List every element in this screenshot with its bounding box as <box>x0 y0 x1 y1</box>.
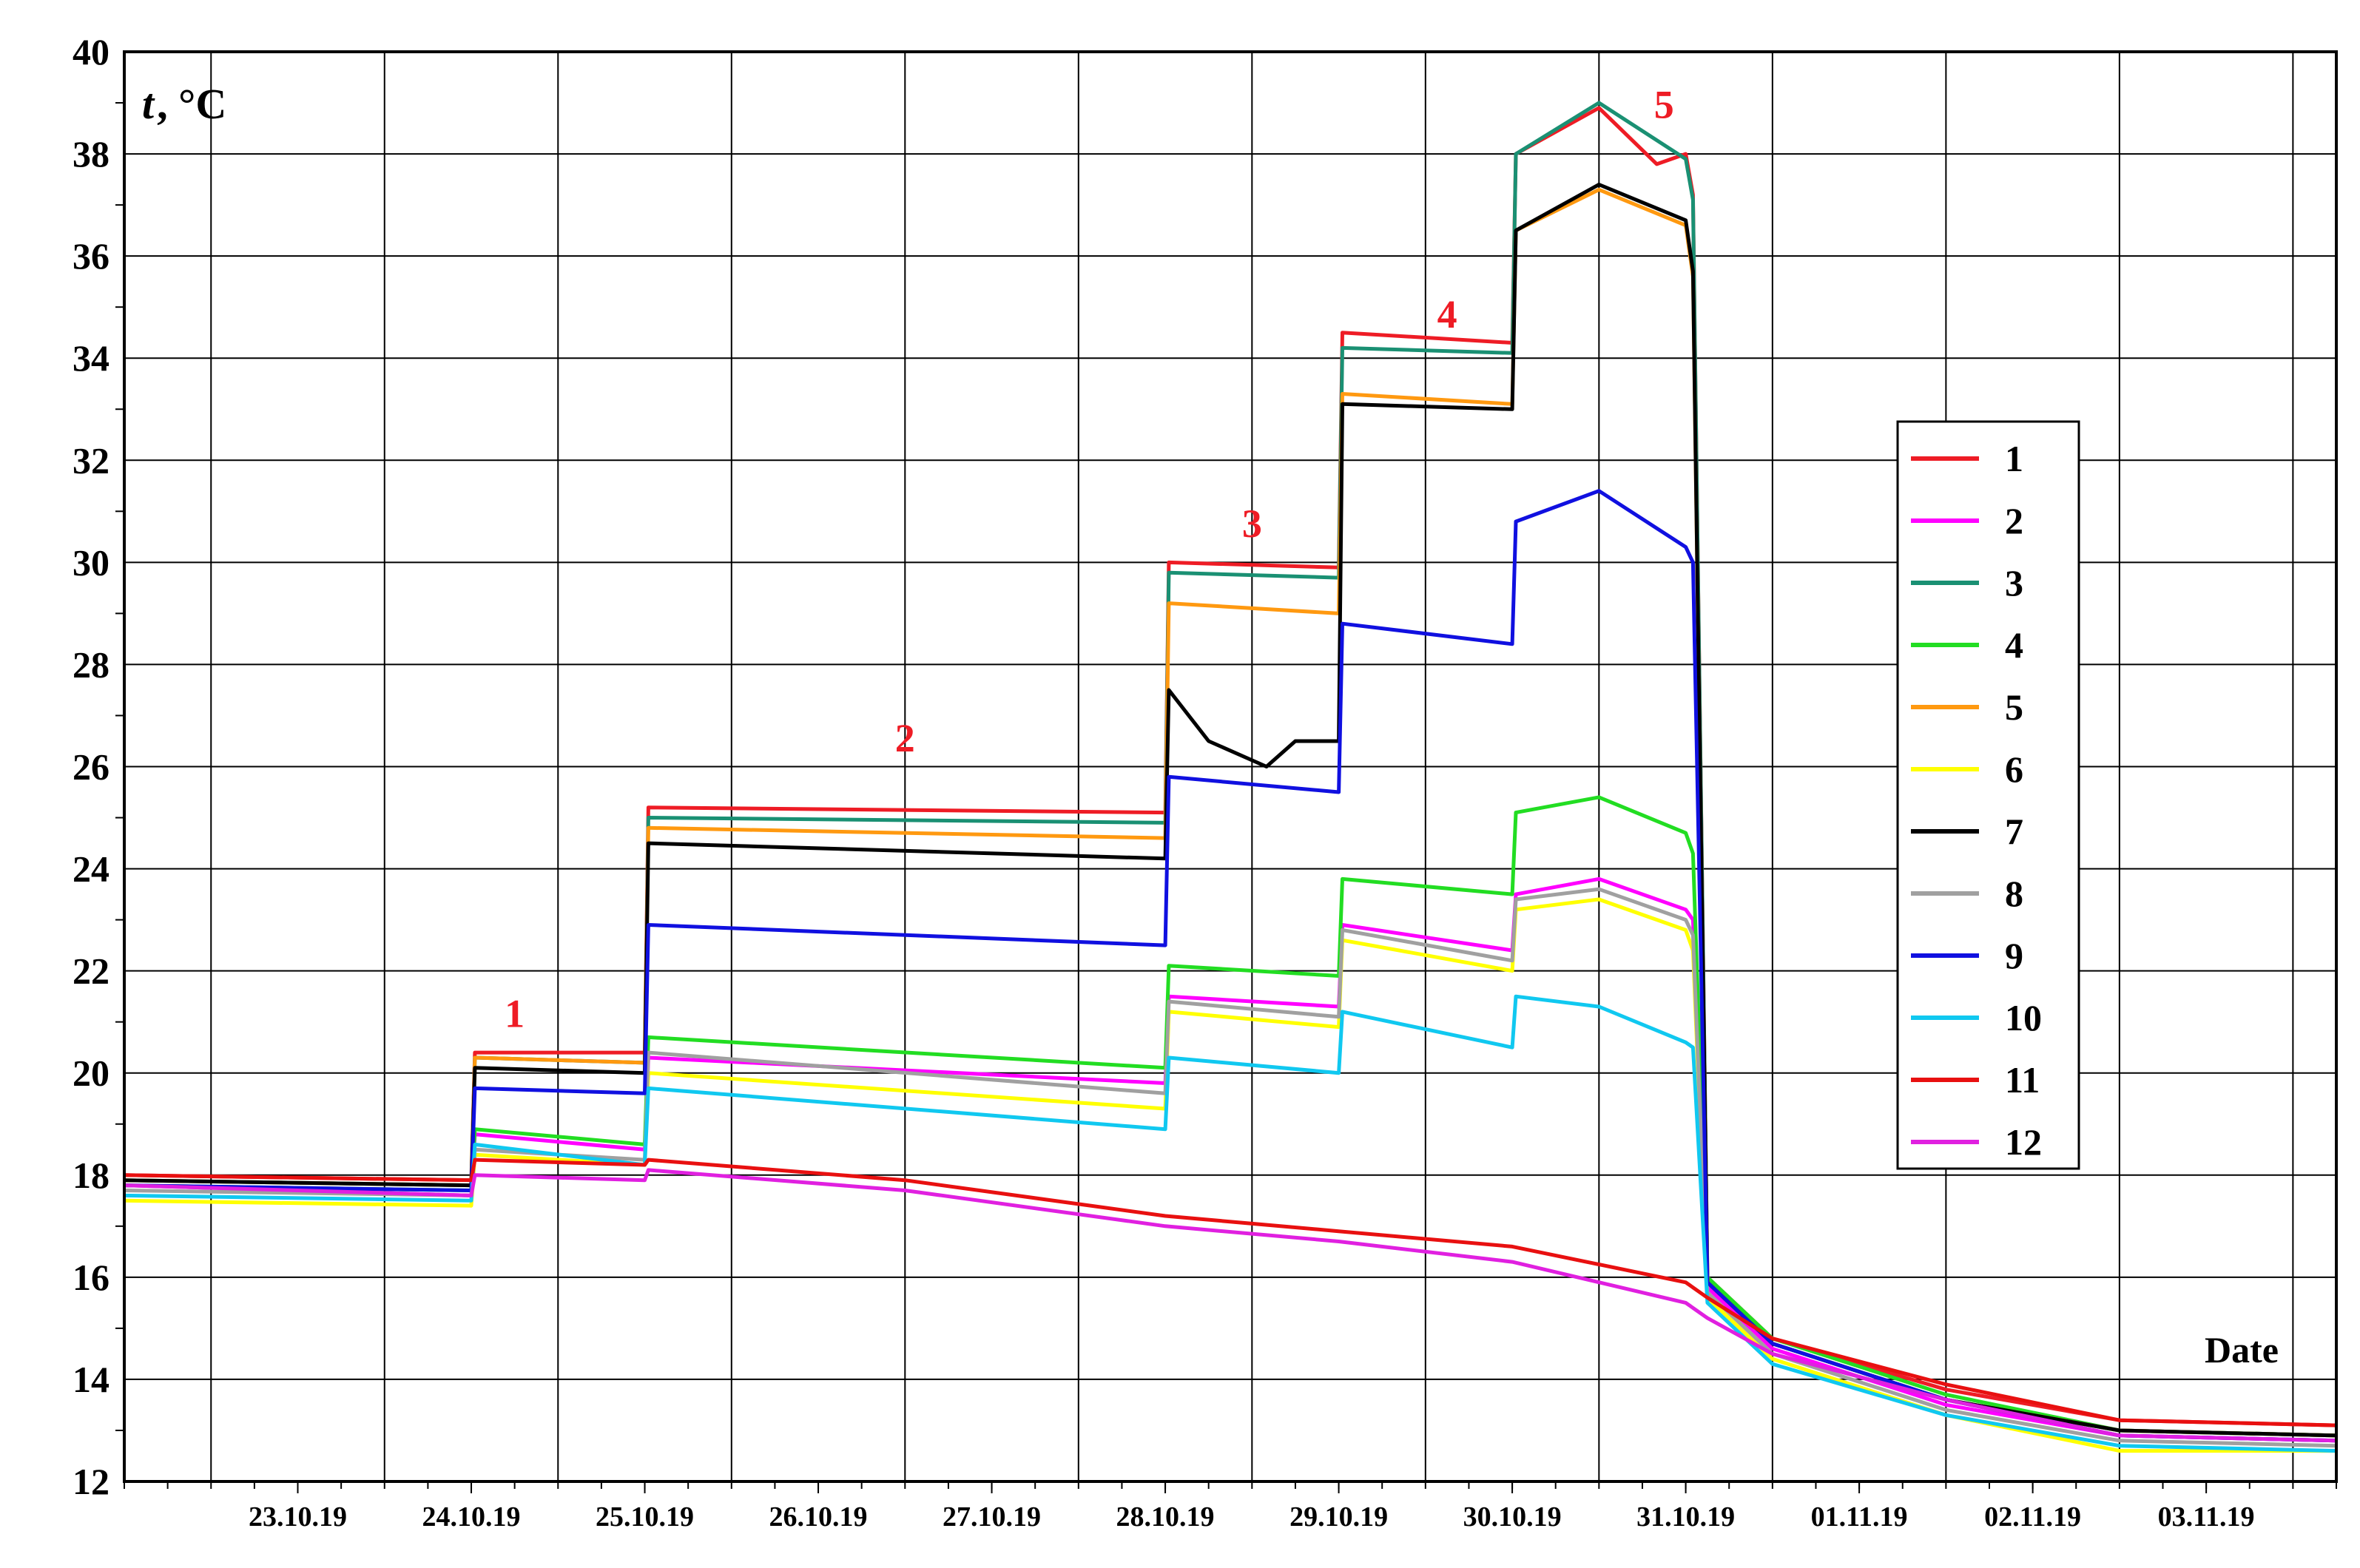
legend-label-4: 4 <box>2005 624 2023 666</box>
legend-label-2: 2 <box>2005 500 2023 541</box>
step-label-2: 2 <box>895 716 915 760</box>
x-axis-label: Date <box>2205 1329 2279 1371</box>
y-axis-label: t, °C <box>142 80 226 128</box>
y-tick-label: 38 <box>73 133 109 175</box>
y-tick-label: 32 <box>73 439 109 481</box>
x-tick-label: 26.10.19 <box>769 1501 868 1532</box>
legend-label-7: 7 <box>2005 811 2023 852</box>
y-tick-label: 14 <box>73 1359 109 1400</box>
x-tick-label: 31.10.19 <box>1636 1501 1735 1532</box>
y-tick-label: 24 <box>73 848 109 890</box>
x-tick-label: 30.10.19 <box>1463 1501 1562 1532</box>
legend-label-5: 5 <box>2005 686 2023 728</box>
legend-label-1: 1 <box>2005 438 2023 479</box>
legend-box <box>1896 420 2080 1170</box>
plot-frame <box>123 50 2338 1483</box>
x-tick-label: 02.11.19 <box>1984 1501 2081 1532</box>
x-tick-label: 24.10.19 <box>422 1501 521 1532</box>
y-tick-label: 20 <box>73 1052 109 1094</box>
x-axis-ticks: 23.10.19 24.10.19 25.10.19 26.10.19 27.10.19… <box>124 1481 2337 1532</box>
legend-label-12: 12 <box>2005 1121 2042 1163</box>
x-tick-label: 01.11.19 <box>1811 1501 1908 1532</box>
step-annotations: 1 2 3 4 5 <box>505 83 1674 1036</box>
y-tick-label: 34 <box>73 337 109 379</box>
legend-label-8: 8 <box>2005 873 2023 914</box>
legend-label-10: 10 <box>2005 997 2042 1038</box>
series-line-9 <box>124 489 2337 1443</box>
x-tick-label: 27.10.19 <box>943 1501 1041 1532</box>
y-tick-label: 28 <box>73 643 109 685</box>
y-tick-label: 30 <box>73 541 109 583</box>
y-tick-label: 36 <box>73 235 109 277</box>
y-tick-label: 16 <box>73 1257 109 1298</box>
y-tick-label: 40 <box>73 31 109 72</box>
step-label-4: 4 <box>1437 292 1457 337</box>
x-tick-label: 03.11.19 <box>2158 1501 2255 1532</box>
step-label-3: 3 <box>1242 501 1262 546</box>
y-axis-label-symbol: t <box>142 80 155 128</box>
legend-label-3: 3 <box>2005 562 2023 604</box>
y-tick-label: 26 <box>73 746 109 788</box>
x-tick-label: 28.10.19 <box>1116 1501 1215 1532</box>
step-label-5: 5 <box>1654 83 1674 127</box>
series-line-12 <box>124 1168 2337 1443</box>
y-tick-label: 12 <box>73 1461 109 1502</box>
series-line-11 <box>124 1158 2337 1427</box>
x-tick-label: 29.10.19 <box>1289 1501 1388 1532</box>
y-axis-ticks: 12 14 16 18 20 22 24 26 28 30 32 34 36 38 40 <box>73 31 124 1502</box>
y-axis-label-unit: , °C <box>157 80 226 128</box>
y-tick-label: 22 <box>73 950 109 992</box>
legend-label-6: 6 <box>2005 748 2023 790</box>
x-tick-label: 25.10.19 <box>596 1501 694 1532</box>
y-tick-label: 18 <box>73 1155 109 1196</box>
x-tick-label: 23.10.19 <box>249 1501 347 1532</box>
legend-label-9: 9 <box>2005 935 2023 976</box>
series-layer <box>124 101 2337 1453</box>
step-label-1: 1 <box>505 992 525 1036</box>
legend-label-11: 11 <box>2005 1059 2040 1101</box>
